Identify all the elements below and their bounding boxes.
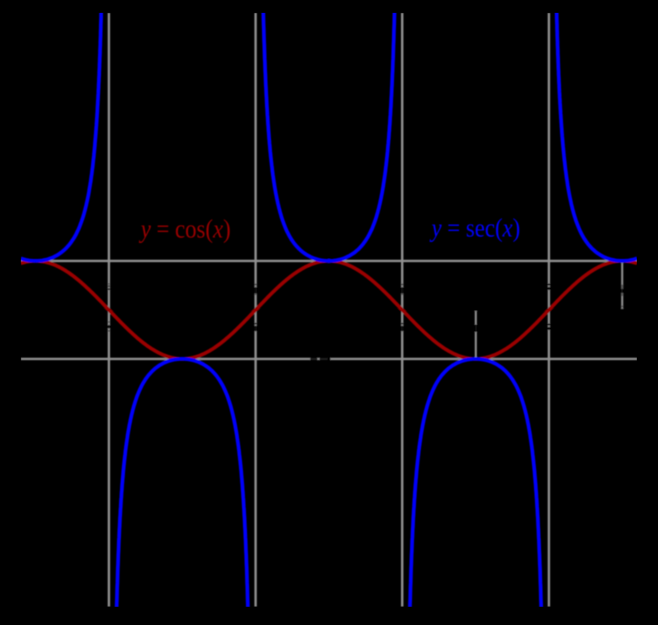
svg-text:y = sec(x): y = sec(x) [429,214,521,243]
svg-text:y = cos(x): y = cos(x) [138,215,231,244]
